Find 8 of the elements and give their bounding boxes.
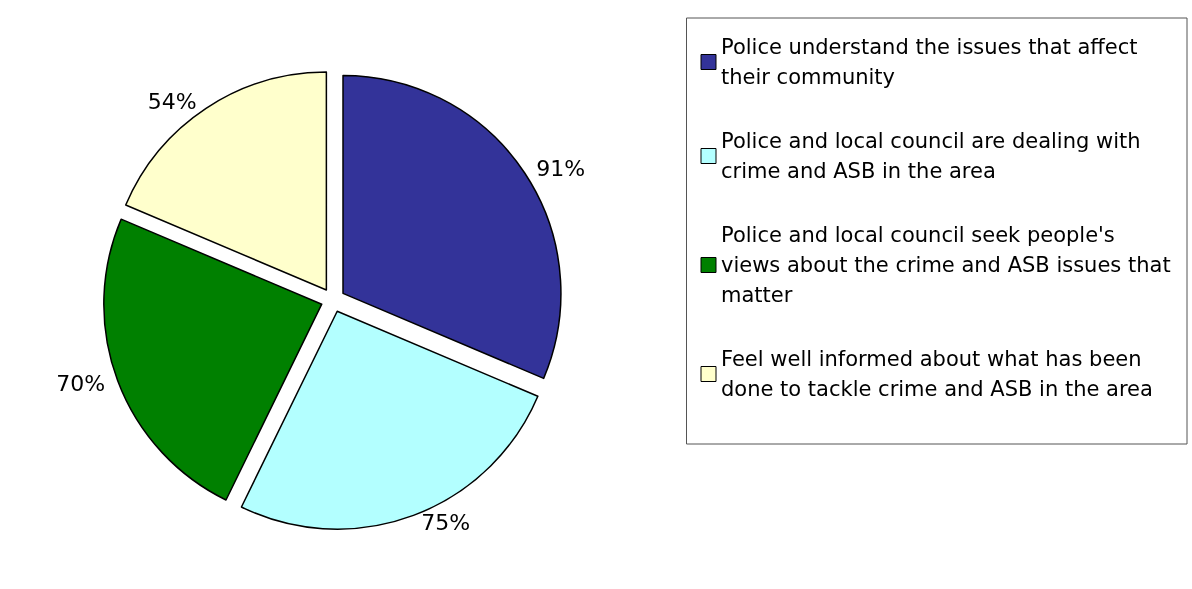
- data-label: 75%: [421, 510, 471, 536]
- data-label: 54%: [147, 89, 197, 115]
- legend-label: Feel well informed about what has been done to tackle crime and ASB in the area: [721, 347, 1153, 401]
- legend-label: Police and local council are dealing with crime and ASB in the area: [721, 129, 1148, 183]
- data-label: 70%: [56, 370, 106, 396]
- data-label: 91%: [536, 156, 586, 182]
- legend-label: Police and local council seek people's views about the crime and ASB issues that matter: [721, 223, 1178, 307]
- legend-label: Police understand the issues that affect their community: [721, 35, 1145, 89]
